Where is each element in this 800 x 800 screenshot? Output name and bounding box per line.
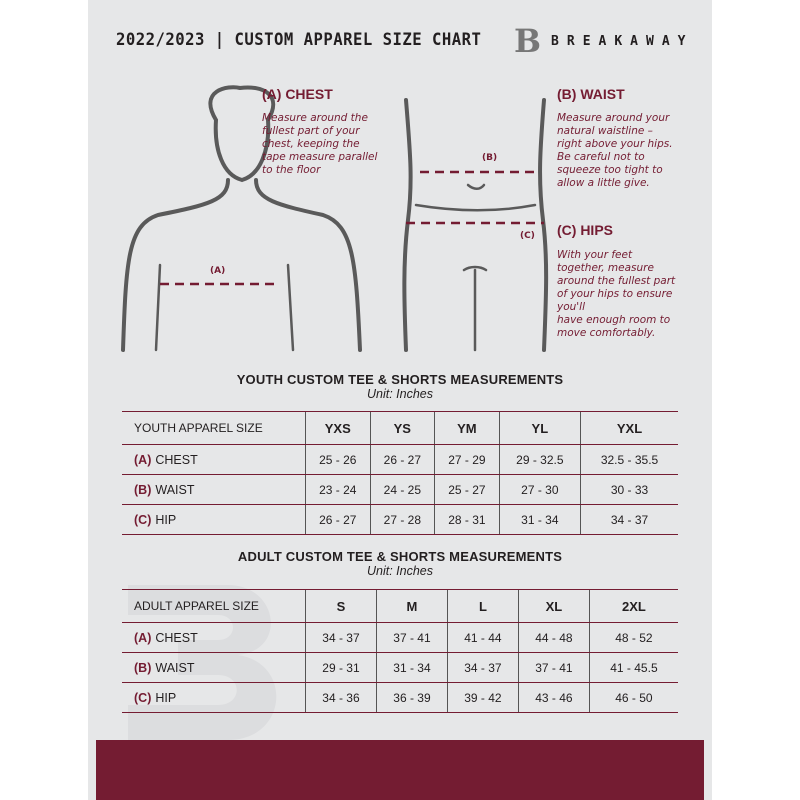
size-header: 2XL bbox=[588, 589, 678, 623]
logo-icon: B bbox=[514, 22, 542, 60]
cell: 25 - 27 bbox=[434, 474, 500, 505]
adult-size-table: ADULT APPAREL SIZE S M L XL 2XL (A) CHEST… bbox=[122, 589, 678, 713]
cell: 30 - 33 bbox=[580, 474, 678, 505]
size-header: XL bbox=[517, 589, 590, 623]
cell: 27 - 29 bbox=[434, 444, 500, 475]
table-row: (C) HIP 26 - 27 27 - 28 28 - 31 31 - 34 34 - 3… bbox=[122, 504, 678, 535]
row-name: WAIST bbox=[155, 482, 195, 497]
chest-marker: (A) bbox=[210, 266, 226, 276]
size-header: YXS bbox=[305, 411, 371, 445]
table-row: (C) HIP 34 - 36 36 - 39 39 - 42 43 - 46 46 - 5… bbox=[122, 682, 678, 713]
cell: 31 - 34 bbox=[498, 504, 581, 535]
row-label: (B) WAIST bbox=[122, 474, 306, 505]
adult-title: ADULT CUSTOM TEE & SHORTS MEASUREMENTS bbox=[237, 549, 563, 564]
row-code: (A) bbox=[134, 452, 152, 467]
size-header: YL bbox=[498, 411, 581, 445]
adult-section-header: ADULT CUSTOM TEE & SHORTS MEASUREMENTS U… bbox=[88, 549, 712, 578]
youth-size-table: YOUTH APPAREL SIZE YXS YS YM YL YXL (A) C… bbox=[122, 411, 678, 535]
size-chart-page: 2022/2023 | CUSTOM APPAREL SIZE CHART B … bbox=[88, 0, 712, 800]
cell: 34 - 37 bbox=[305, 622, 377, 653]
hips-instructions: With your feet together, measure around … bbox=[557, 249, 676, 339]
chest-heading: (A) CHEST bbox=[262, 86, 333, 102]
youth-title: YOUTH CUSTOM TEE & SHORTS MEASUREMENTS bbox=[236, 372, 564, 387]
brand-name: BREAKAWAY bbox=[551, 33, 694, 49]
cell: 24 - 25 bbox=[369, 474, 435, 505]
right-shoulder bbox=[254, 178, 362, 352]
cell: 32.5 - 35.5 bbox=[580, 444, 678, 475]
torso-left bbox=[402, 98, 413, 352]
table-header-row: ADULT APPAREL SIZE S M L XL 2XL bbox=[122, 589, 678, 623]
row-name: HIP bbox=[155, 690, 177, 705]
cell: 25 - 26 bbox=[305, 444, 371, 475]
row-code: (A) bbox=[134, 630, 152, 645]
row-name: WAIST bbox=[155, 660, 195, 675]
row-label: (A) CHEST bbox=[122, 444, 306, 475]
cell: 34 - 36 bbox=[305, 682, 377, 713]
cell: 48 - 52 bbox=[588, 622, 678, 653]
cell: 27 - 28 bbox=[369, 504, 435, 535]
row-label: (C) HIP bbox=[122, 682, 306, 713]
table-row: (B) WAIST 29 - 31 31 - 34 34 - 37 37 - 41 41 -… bbox=[122, 652, 678, 683]
cell: 43 - 46 bbox=[517, 682, 590, 713]
cell: 31 - 34 bbox=[375, 652, 448, 683]
adult-unit: Unit: Inches bbox=[366, 564, 433, 578]
row-code: (B) bbox=[134, 482, 152, 497]
cell: 26 - 27 bbox=[369, 444, 435, 475]
cell: 26 - 27 bbox=[305, 504, 371, 535]
size-header: YS bbox=[369, 411, 435, 445]
cell: 41 - 44 bbox=[446, 622, 519, 653]
table-row: (B) WAIST 23 - 24 24 - 25 25 - 27 27 - 30 30 -… bbox=[122, 474, 678, 505]
size-header: YXL bbox=[580, 411, 678, 445]
row-name: CHEST bbox=[155, 630, 198, 645]
footer-bar bbox=[96, 740, 704, 800]
cell: 34 - 37 bbox=[580, 504, 678, 535]
size-header: L bbox=[446, 589, 519, 623]
waist-heading: (B) WAIST bbox=[557, 86, 625, 102]
cell: 27 - 30 bbox=[498, 474, 581, 505]
cell: 46 - 50 bbox=[588, 682, 678, 713]
torso-right bbox=[538, 98, 549, 352]
size-header: S bbox=[305, 589, 377, 623]
chest-instructions: Measure around the fullest part of your … bbox=[262, 112, 378, 176]
cell: 37 - 41 bbox=[375, 622, 448, 653]
brand-logo: B BREAKAWAY bbox=[514, 22, 694, 60]
row-code: (C) bbox=[134, 690, 152, 705]
cell: 36 - 39 bbox=[375, 682, 448, 713]
youth-section-header: YOUTH CUSTOM TEE & SHORTS MEASUREMENTS U… bbox=[88, 372, 712, 401]
cell: 41 - 45.5 bbox=[588, 652, 678, 683]
size-label: YOUTH APPAREL SIZE bbox=[122, 411, 306, 445]
cell: 44 - 48 bbox=[517, 622, 590, 653]
page-title: 2022/2023 | CUSTOM APPAREL SIZE CHART bbox=[116, 30, 482, 50]
row-code: (B) bbox=[134, 660, 152, 675]
cell: 23 - 24 bbox=[305, 474, 371, 505]
cell: 28 - 31 bbox=[434, 504, 500, 535]
hips-heading: (C) HIPS bbox=[557, 222, 613, 238]
row-name: CHEST bbox=[155, 452, 198, 467]
table-row: (A) CHEST 25 - 26 26 - 27 27 - 29 29 - 32.5 32… bbox=[122, 444, 678, 475]
table-header-row: YOUTH APPAREL SIZE YXS YS YM YL YXL bbox=[122, 411, 678, 445]
row-label: (C) HIP bbox=[122, 504, 306, 535]
size-header: M bbox=[375, 589, 448, 623]
size-label: ADULT APPAREL SIZE bbox=[122, 589, 306, 623]
row-code: (C) bbox=[134, 512, 152, 527]
cell: 37 - 41 bbox=[517, 652, 590, 683]
waist-marker: (B) bbox=[482, 153, 498, 163]
hips-marker: (C) bbox=[520, 231, 535, 241]
size-header: YM bbox=[434, 411, 500, 445]
cell: 34 - 37 bbox=[446, 652, 519, 683]
waist-instructions: Measure around your natural waistline – … bbox=[557, 112, 673, 189]
youth-unit: Unit: Inches bbox=[366, 387, 433, 401]
body-illustration bbox=[121, 85, 549, 352]
head-outline bbox=[208, 85, 276, 183]
row-label: (B) WAIST bbox=[122, 652, 306, 683]
cell: 29 - 31 bbox=[305, 652, 377, 683]
row-label: (A) CHEST bbox=[122, 622, 306, 653]
row-name: HIP bbox=[155, 512, 177, 527]
cell: 29 - 32.5 bbox=[498, 444, 581, 475]
cell: 39 - 42 bbox=[446, 682, 519, 713]
left-shoulder bbox=[121, 178, 230, 352]
table-row: (A) CHEST 34 - 37 37 - 41 41 - 44 44 - 48 48 -… bbox=[122, 622, 678, 653]
